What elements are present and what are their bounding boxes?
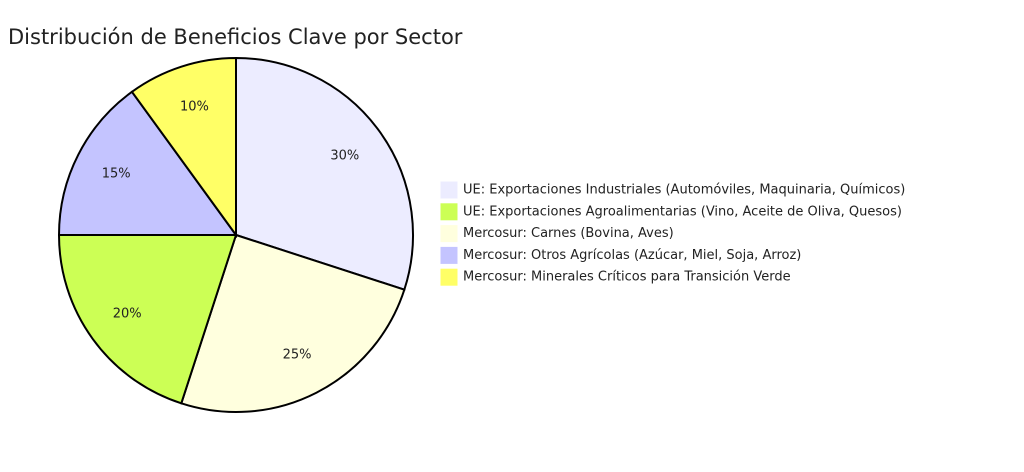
pie-slice (235, 56, 414, 291)
chart-title: Distribución de Beneficios Clave por Sec… (8, 25, 463, 49)
legend-label: Mercosur: Carnes (Bovina, Aves) (463, 226, 674, 241)
legend-swatch (440, 268, 458, 286)
pie-slice (130, 56, 237, 239)
pie-slice (180, 233, 406, 413)
legend-label: Mercosur: Otros Agrícolas (Azúcar, Miel,… (463, 248, 801, 263)
legend-swatch (440, 203, 458, 221)
slice-label: 10% (180, 100, 209, 115)
legend-swatch (440, 246, 458, 264)
legend-swatch (440, 225, 458, 243)
legend-label: UE: Exportaciones Industriales (Automóvi… (463, 183, 905, 198)
slice-label: 25% (283, 347, 312, 362)
pie-slice (57, 90, 238, 236)
legend-label: UE: Exportaciones Agroalimentarias (Vino… (463, 204, 902, 219)
pie-slice (57, 234, 238, 405)
slice-label: 20% (113, 307, 142, 322)
slice-label: 30% (330, 148, 359, 163)
slice-label: 15% (102, 166, 131, 181)
legend-swatch (440, 181, 458, 199)
legend-label: Mercosur: Minerales Críticos para Transi… (463, 270, 791, 285)
